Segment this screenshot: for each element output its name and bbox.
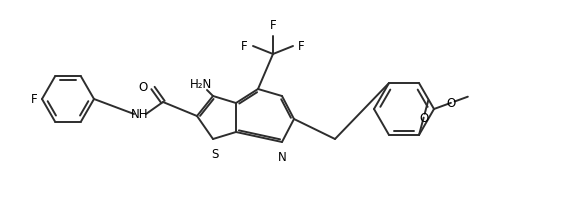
Text: S: S	[211, 147, 219, 160]
Text: F: F	[298, 40, 304, 53]
Text: NH: NH	[131, 108, 149, 121]
Text: F: F	[30, 93, 37, 106]
Text: F: F	[241, 40, 248, 53]
Text: O: O	[446, 97, 456, 110]
Text: H₂N: H₂N	[190, 78, 212, 91]
Text: O: O	[139, 81, 148, 94]
Text: F: F	[270, 19, 276, 32]
Text: N: N	[278, 150, 286, 163]
Text: O: O	[419, 112, 428, 124]
